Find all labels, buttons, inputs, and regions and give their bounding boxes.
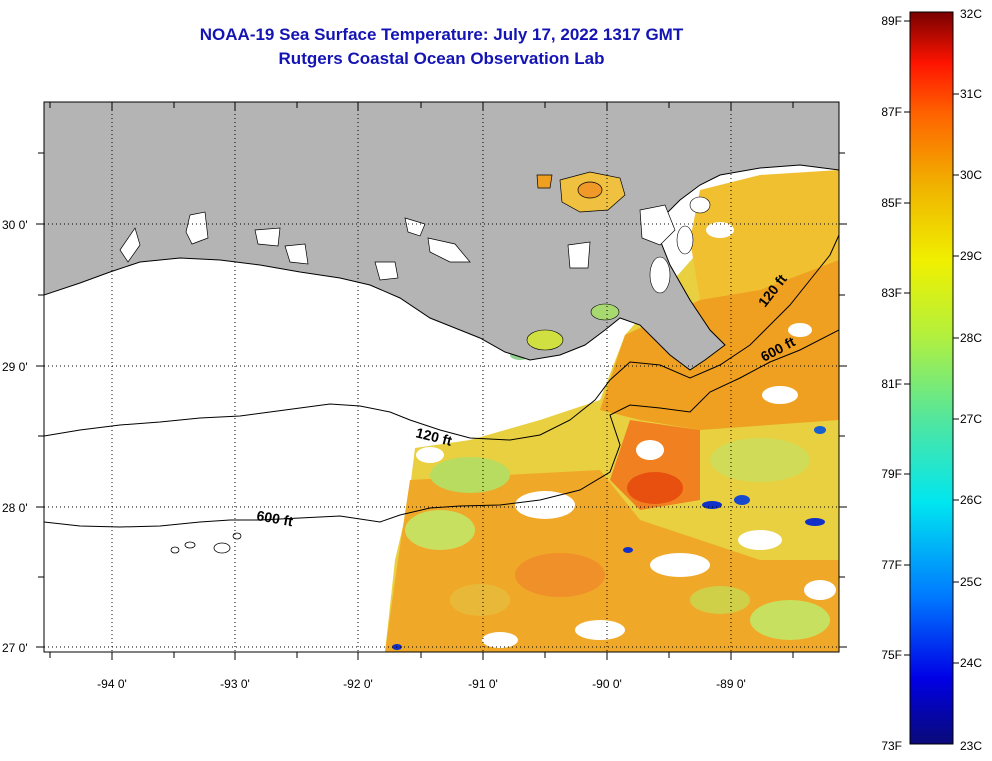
- contour-label-600ft-west: 600 ft: [255, 507, 294, 529]
- colorbar-c-label: 25C: [960, 575, 982, 589]
- lat-label: 29 0': [2, 360, 28, 374]
- coastal-marsh-detail: [526, 196, 711, 351]
- colorbar-f-label: 85F: [881, 196, 902, 210]
- lat-label: 27 0': [2, 641, 28, 655]
- colorbar-f-label: 83F: [881, 286, 902, 300]
- colorbar-f-label: 89F: [881, 14, 902, 28]
- lon-label: -90 0': [592, 677, 622, 691]
- colorbar-c-label: 31C: [960, 87, 982, 101]
- colorbar-f-label: 79F: [881, 467, 902, 481]
- colorbar-f-label: 81F: [881, 377, 902, 391]
- colorbar-f-label: 73F: [881, 739, 902, 753]
- colorbar-c-label: 29C: [960, 249, 982, 263]
- map-subtitle: Rutgers Coastal Ocean Observation Lab: [278, 49, 605, 68]
- contour-600ft: [44, 329, 839, 528]
- inland-water: [119, 171, 676, 281]
- sst-data-layer: [385, 170, 839, 652]
- lat-label: 30 0': [2, 218, 28, 232]
- colorbar-ticks: [904, 20, 959, 664]
- lon-label: -93 0': [220, 677, 250, 691]
- colorbar-c-label: 30C: [960, 168, 982, 182]
- lon-label: -89 0': [716, 677, 746, 691]
- colorbar-c-label: 28C: [960, 331, 982, 345]
- contour-120ft: [44, 234, 839, 441]
- plot-frame: [43, 101, 840, 653]
- colorbar-c-label: 32C: [960, 7, 982, 21]
- colorbar: [909, 11, 954, 745]
- colorbar-c-label: 24C: [960, 656, 982, 670]
- colorbar-f-label: 77F: [881, 558, 902, 572]
- colorbar-c-label: 23C: [960, 739, 982, 753]
- graticule: [44, 102, 839, 652]
- bathymetry-contours: [44, 234, 839, 528]
- lon-label: -94 0': [97, 677, 127, 691]
- land-mass: [44, 102, 839, 371]
- axis-ticks: [36, 102, 847, 660]
- colorbar-f-label: 75F: [881, 648, 902, 662]
- map-title: NOAA-19 Sea Surface Temperature: July 17…: [199, 25, 684, 44]
- lon-label: -92 0': [343, 677, 373, 691]
- lon-label: -91 0': [468, 677, 498, 691]
- colorbar-c-label: 26C: [960, 493, 982, 507]
- islands: [170, 532, 242, 554]
- colorbar-f-label: 87F: [881, 105, 902, 119]
- lat-label: 28 0': [2, 501, 28, 515]
- colorbar-c-label: 27C: [960, 412, 982, 426]
